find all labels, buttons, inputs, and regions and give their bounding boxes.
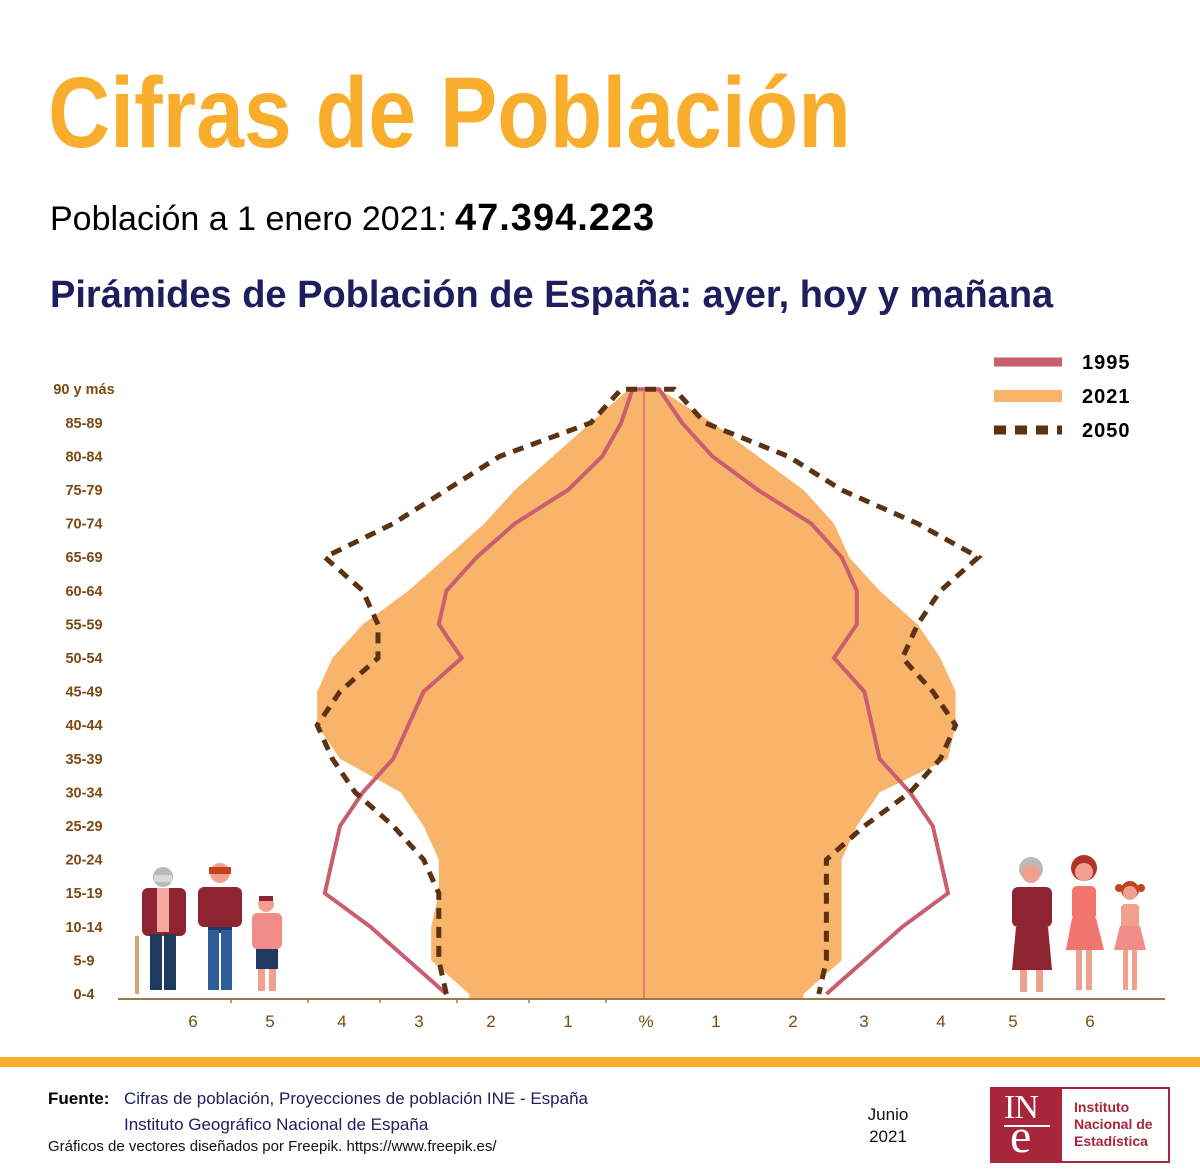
x-tick-label: 5	[1008, 1012, 1017, 1031]
age-group-label: 40-44	[65, 718, 102, 734]
x-tick-label: 6	[1085, 1012, 1094, 1031]
age-group-label: 30-34	[65, 785, 102, 801]
ine-logo-line-1: Instituto	[1074, 1099, 1130, 1115]
age-group-label: 5-9	[74, 953, 95, 969]
legend-label-2050: 2050	[1082, 420, 1131, 442]
age-group-label: 10-14	[65, 920, 102, 936]
date-year: 2021	[869, 1127, 907, 1146]
age-group-label: 70-74	[65, 517, 102, 533]
boy-icon	[252, 896, 282, 991]
age-group-label: 60-64	[65, 584, 102, 600]
ine-logo-mark: IN e	[992, 1089, 1062, 1161]
legend-label-2021: 2021	[1082, 386, 1131, 408]
x-tick-label: 4	[337, 1012, 346, 1031]
x-center-label: %	[638, 1012, 653, 1031]
image-credit: Gráficos de vectores diseñados por Freep…	[48, 1138, 497, 1155]
age-group-label: 45-49	[65, 685, 102, 701]
age-group-label: 20-24	[65, 853, 102, 869]
elderly-woman-icon	[1012, 857, 1052, 992]
series-2050-line	[314, 386, 983, 995]
x-tick-label: 3	[414, 1012, 423, 1031]
source-line-2: Instituto Geográfico Nacional de España	[124, 1115, 429, 1134]
ine-logo-mark-bottom: e	[1010, 1110, 1032, 1163]
ine-logo-text: Instituto Nacional de Estadística	[1074, 1099, 1153, 1150]
ine-logo-line-2: Nacional de	[1074, 1116, 1153, 1132]
x-tick-label: 2	[486, 1012, 495, 1031]
legend-label-1995: 1995	[1082, 352, 1131, 374]
elderly-man-icon	[135, 867, 186, 994]
girl-icon	[1114, 881, 1146, 990]
x-tick-label: 5	[265, 1012, 274, 1031]
age-group-label: 0-4	[74, 987, 95, 1003]
ine-logo: IN e Instituto Nacional de Estadística	[990, 1087, 1170, 1163]
age-group-label: 65-69	[65, 550, 102, 566]
age-group-label: 35-39	[65, 752, 102, 768]
x-tick-label: 6	[188, 1012, 197, 1031]
date-month: Junio	[867, 1105, 909, 1124]
source-label: Fuente:	[48, 1089, 110, 1108]
page-title: Cifras de Población	[48, 57, 851, 169]
age-group-label: 90 y más	[53, 382, 114, 398]
population-value: 47.394.223	[454, 197, 656, 239]
age-group-label: 15-19	[65, 886, 102, 902]
x-tick-label: 1	[711, 1012, 720, 1031]
age-group-label: 85-89	[65, 416, 102, 432]
adult-man-icon	[198, 863, 242, 990]
x-tick-label: 2	[788, 1012, 797, 1031]
age-group-label: 55-59	[65, 617, 102, 633]
series-2021-area	[317, 389, 956, 1000]
source-line-1: Cifras de población, Proyecciones de pob…	[124, 1089, 588, 1108]
x-tick-label: 1	[563, 1012, 572, 1031]
age-group-label: 80-84	[65, 449, 102, 465]
age-group-label: 25-29	[65, 819, 102, 835]
population-summary: Población a 1 enero 2021: 47.394.223	[50, 196, 655, 241]
population-pyramid-chart: 0-4 5-9 10-14 15-19 20-24 25-29 30-34 35-39 40-4…	[53, 352, 1165, 1031]
x-tick-label: 4	[936, 1012, 945, 1031]
chart-subtitle: Pirámides de Población de España: ayer, …	[50, 274, 1054, 316]
ine-logo-mark-top: IN	[1004, 1089, 1039, 1126]
adult-woman-icon	[1066, 855, 1104, 990]
age-group-label: 75-79	[65, 483, 102, 499]
x-tick-label: 3	[859, 1012, 868, 1031]
publication-date: Junio 2021	[858, 1104, 918, 1148]
footer-divider	[0, 1057, 1200, 1067]
ine-logo-line-3: Estadística	[1074, 1133, 1148, 1149]
source-note: Fuente: Cifras de población, Proyeccione…	[48, 1086, 588, 1134]
age-group-label: 50-54	[65, 651, 102, 667]
population-label: Población a 1 enero 2021:	[50, 200, 447, 238]
